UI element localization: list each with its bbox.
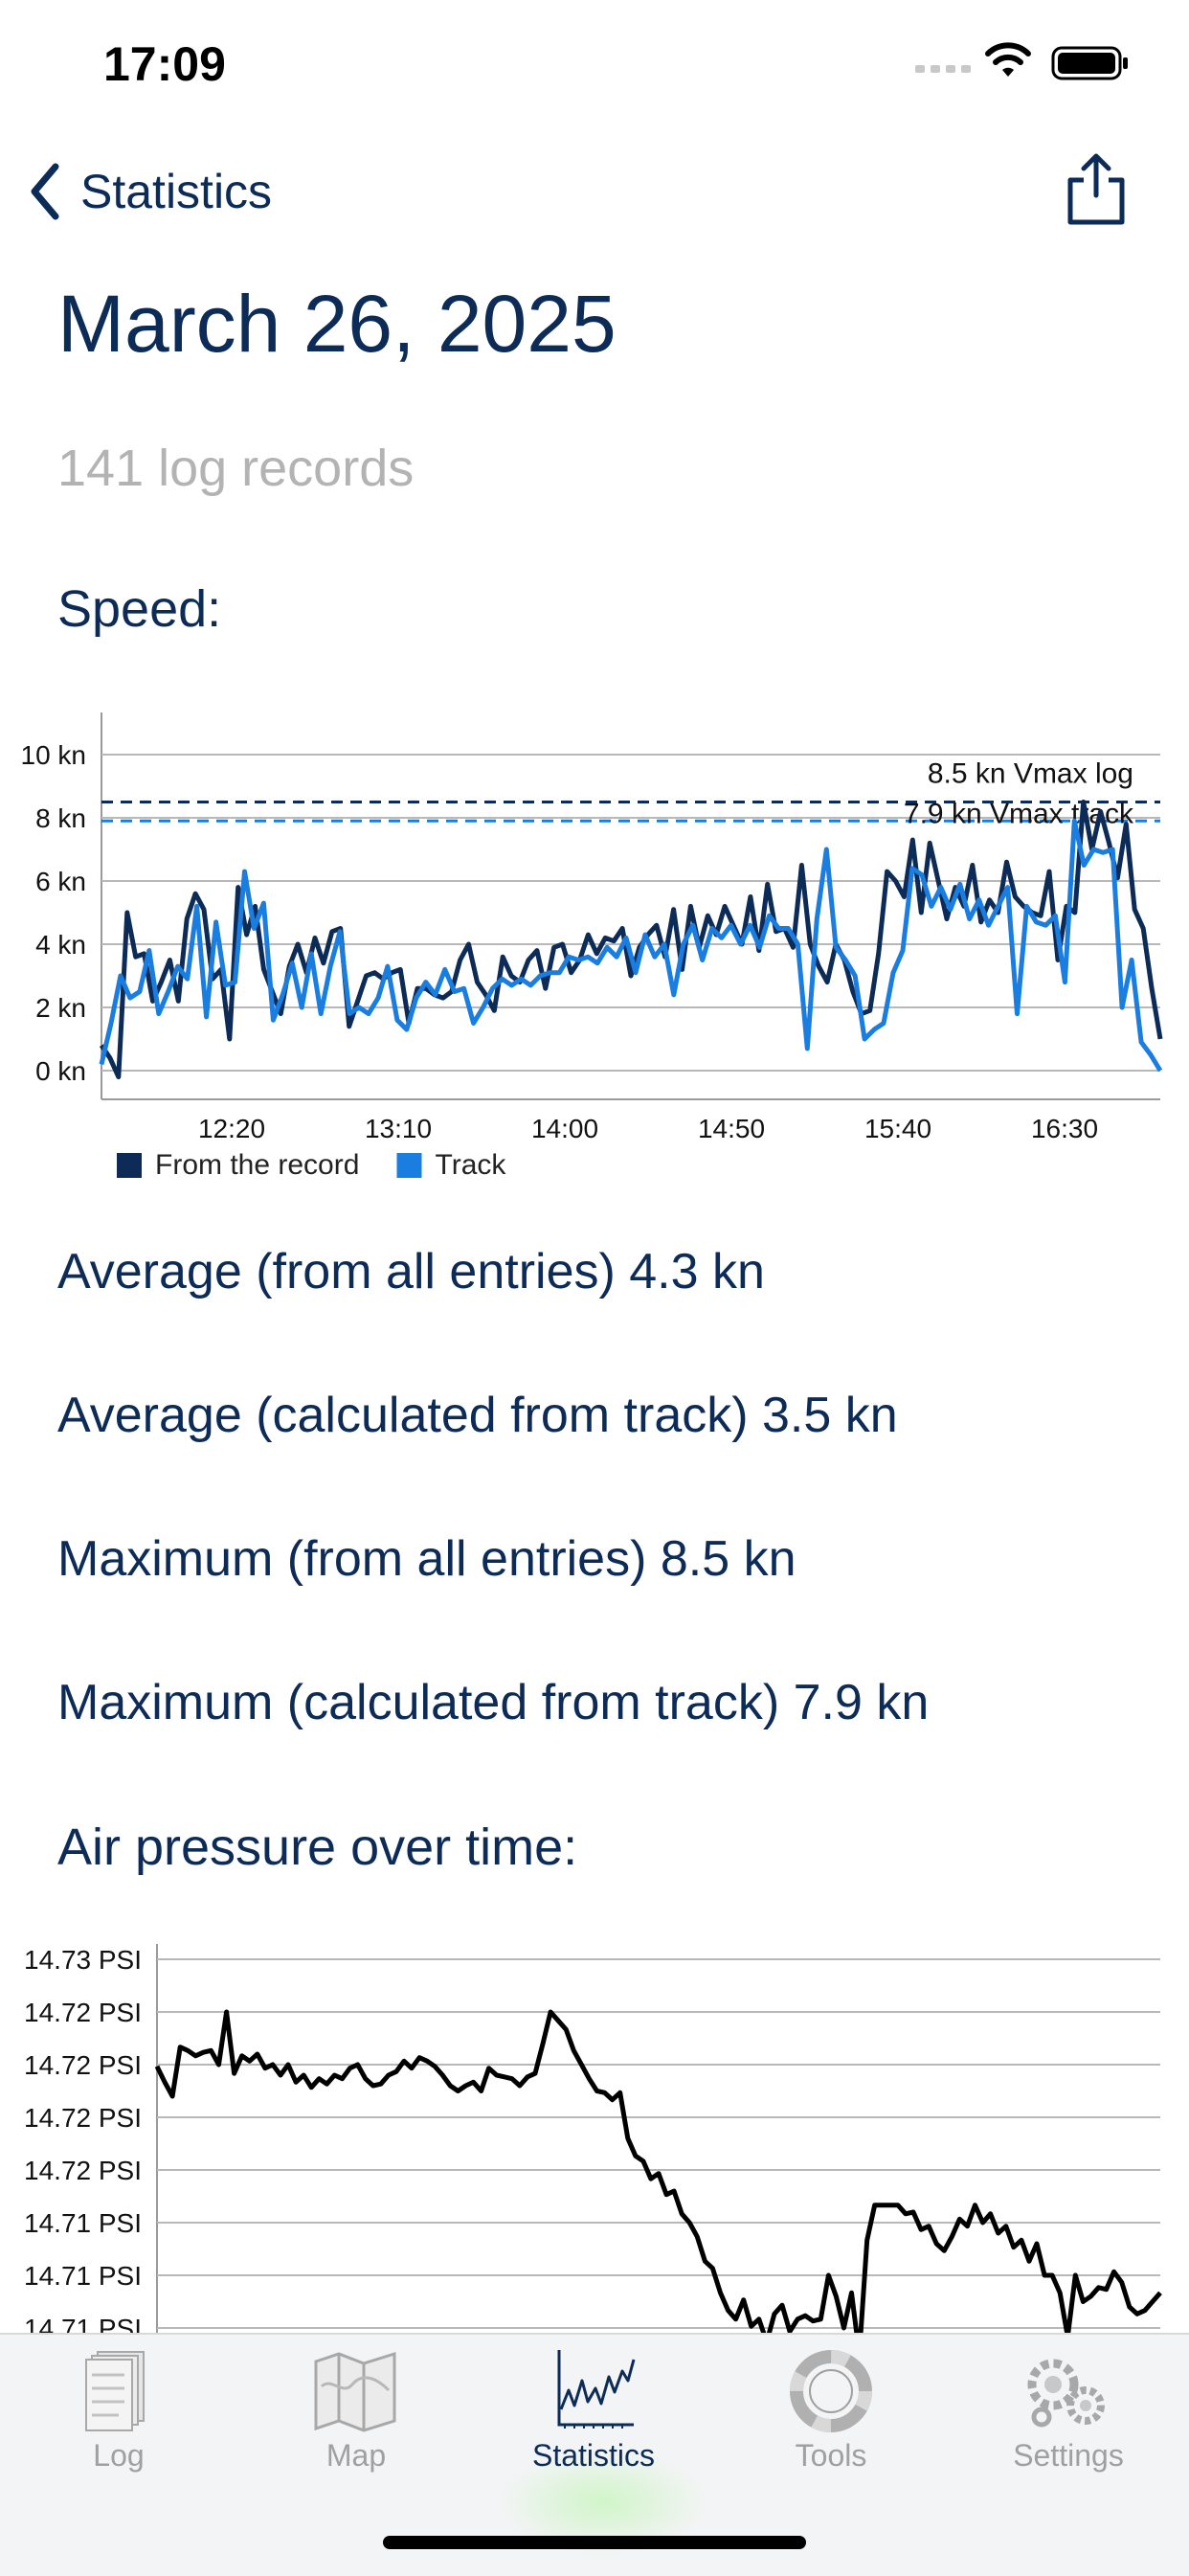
tab-map-label: Map [325, 2438, 387, 2473]
tab-settings[interactable]: Settings [950, 2335, 1187, 2497]
tab-map[interactable]: Map [237, 2335, 475, 2497]
speed-series-line [99, 800, 1163, 1080]
y-tick-label: 0 kn [35, 1056, 86, 1086]
statistics-chart-icon [557, 2350, 636, 2429]
stat-maximum-track: Maximum (calculated from track) 7.9 kn [57, 1675, 930, 1730]
gears-icon [1027, 2359, 1105, 2428]
speed-series-line [99, 818, 1163, 1073]
y-tick-label: 2 kn [35, 993, 86, 1023]
tab-log-label: Log [93, 2438, 145, 2473]
y-tick-label: 14.72 PSI [24, 2050, 142, 2080]
wifi-icon [985, 42, 1031, 77]
tab-log[interactable]: Log [0, 2335, 237, 2497]
x-tick-label: 13:10 [365, 1114, 432, 1143]
life-ring-icon [790, 2350, 872, 2432]
tab-settings-label: Settings [1013, 2438, 1124, 2473]
air-pressure-heading: Air pressure over time: [57, 1819, 578, 1876]
back-button-label: Statistics [80, 165, 273, 218]
log-book-icon [85, 2351, 145, 2431]
chevron-left-icon [31, 163, 59, 220]
y-tick-label: 8 kn [35, 803, 86, 833]
speed-heading: Speed: [57, 580, 222, 638]
legend-label: From the record [155, 1149, 359, 1181]
x-tick-label: 14:00 [531, 1114, 598, 1143]
stat-average-track: Average (calculated from track) 3.5 kn [57, 1388, 898, 1443]
pressure-series-line [154, 2009, 1162, 2337]
home-indicator [383, 2536, 806, 2549]
tab-bar: Log Map Statistics Tools [0, 2333, 1189, 2576]
legend-swatch [117, 1153, 142, 1178]
tab-tools-label: Tools [795, 2438, 867, 2473]
y-tick-label: 14.71 PSI [24, 2261, 142, 2291]
x-tick-label: 14:50 [698, 1114, 765, 1143]
speed-chart: 0 kn 2 kn 4 kn 6 kn 8 kn 10 kn 12:20 13:10 14:00… [21, 712, 1163, 1181]
x-tick-label: 12:20 [198, 1114, 265, 1143]
x-tick-label: 16:30 [1031, 1114, 1098, 1143]
log-records-count: 141 log records [57, 440, 415, 497]
signal-icon [915, 65, 971, 73]
legend-label: Track [436, 1149, 507, 1181]
share-icon[interactable] [1061, 151, 1132, 228]
tab-statistics[interactable]: Statistics [475, 2335, 712, 2497]
y-tick-label: 14.72 PSI [24, 1998, 142, 2027]
page-title: March 26, 2025 [57, 279, 617, 369]
y-tick-label: 6 kn [35, 867, 86, 896]
legend-swatch [396, 1153, 422, 1178]
stat-maximum-entries: Maximum (from all entries) 8.5 kn [57, 1531, 796, 1587]
y-tick-label: 14.73 PSI [24, 1945, 142, 1975]
tab-tools[interactable]: Tools [712, 2335, 950, 2497]
status-bar: 17:09 [0, 0, 1189, 134]
status-time: 17:09 [103, 37, 226, 91]
map-icon [314, 2351, 396, 2432]
y-tick-label: 14.72 PSI [24, 2103, 142, 2133]
y-tick-label: 10 kn [21, 740, 87, 770]
tab-statistics-label: Statistics [531, 2438, 656, 2473]
air-pressure-chart: 14.73 PSI 14.72 PSI 14.72 PSI 14.72 PSI 14.7… [24, 1944, 1162, 2337]
y-tick-label: 4 kn [35, 930, 86, 960]
y-tick-label: 14.72 PSI [24, 2156, 142, 2185]
stat-average-entries: Average (from all entries) 4.3 kn [57, 1244, 765, 1299]
y-tick-label: 14.71 PSI [24, 2208, 142, 2238]
back-button[interactable]: Statistics [29, 153, 272, 230]
battery-icon [1051, 46, 1128, 80]
vmax-reference-label: 8.5 kn Vmax log [928, 758, 1133, 790]
x-tick-label: 15:40 [864, 1114, 931, 1143]
